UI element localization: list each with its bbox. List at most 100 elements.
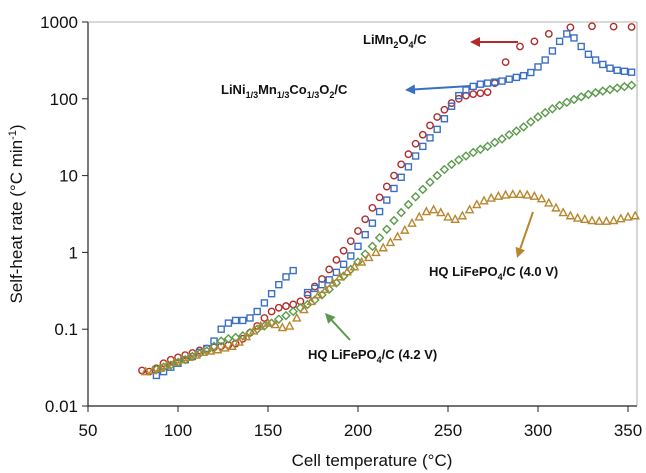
data-point	[288, 306, 298, 317]
data-point	[310, 282, 319, 291]
data-point	[216, 336, 226, 346]
data-point	[241, 331, 252, 341]
data-point	[397, 173, 405, 182]
annotation-text: Mn	[258, 82, 277, 97]
data-point	[411, 152, 420, 160]
data-point	[630, 210, 640, 220]
data-point	[245, 327, 255, 338]
data-point	[230, 332, 241, 343]
data-point	[382, 224, 392, 235]
data-point	[544, 29, 553, 38]
data-point	[609, 22, 618, 31]
series-circle	[138, 22, 636, 376]
data-point	[619, 81, 630, 92]
x-tick-label: 150	[254, 421, 282, 440]
data-point	[627, 68, 636, 76]
annotation-arrow-head	[515, 246, 526, 258]
data-point	[443, 211, 453, 221]
data-point	[231, 316, 240, 325]
annotation-text: HQ LiFePO	[429, 264, 498, 279]
data-point	[303, 288, 312, 297]
data-point	[274, 314, 284, 324]
data-point	[148, 365, 158, 375]
data-point	[354, 227, 362, 235]
data-point	[385, 237, 396, 247]
data-point	[627, 23, 636, 31]
data-point	[364, 252, 374, 262]
data-point	[605, 84, 615, 95]
data-point	[414, 211, 424, 221]
data-point	[191, 349, 201, 359]
data-point	[608, 215, 619, 225]
data-point	[392, 231, 403, 241]
annotation-subscript: 1/3	[277, 90, 290, 100]
data-point	[404, 163, 413, 171]
data-point	[591, 56, 600, 64]
data-point	[497, 134, 507, 144]
data-point	[432, 170, 442, 181]
data-point	[450, 213, 460, 223]
y-axis-title-end: )	[7, 124, 26, 130]
data-point	[461, 151, 471, 161]
data-point	[354, 242, 362, 251]
series-triangle	[140, 189, 640, 376]
data-point	[464, 204, 475, 214]
data-point	[390, 184, 398, 193]
data-point	[512, 73, 521, 82]
data-point	[483, 79, 492, 87]
data-point	[339, 246, 348, 255]
annotation-nmc: LiNi1/3Mn1/3Co1/3O2/C	[221, 82, 471, 100]
data-point	[184, 352, 194, 362]
data-point	[224, 319, 233, 327]
data-point	[425, 177, 435, 188]
data-point	[476, 80, 485, 88]
data-point	[498, 77, 506, 85]
annotation-arrow-head	[470, 37, 480, 47]
x-tick-label: 350	[614, 421, 642, 440]
x-tick-label: 200	[344, 421, 372, 440]
data-point	[411, 139, 420, 148]
data-point	[267, 289, 276, 298]
data-point	[516, 42, 524, 51]
data-point	[583, 89, 594, 100]
data-point	[313, 289, 324, 299]
x-tick-label: 300	[524, 421, 552, 440]
data-point	[433, 113, 442, 121]
data-point	[176, 354, 187, 364]
y-axis-title: Self-heat rate (°C min-1)	[7, 124, 26, 303]
data-point	[490, 137, 500, 148]
y-axis-title-main: Self-heat rate (°C min	[7, 140, 26, 304]
data-point	[613, 66, 621, 75]
data-point	[205, 345, 216, 355]
x-axis-title: Cell temperature (°C)	[292, 451, 453, 470]
data-point	[234, 336, 244, 346]
data-point	[212, 344, 223, 354]
data-point	[375, 193, 384, 202]
data-point	[360, 249, 370, 259]
data-point	[501, 58, 510, 67]
data-point	[491, 78, 499, 86]
data-point	[346, 237, 355, 246]
x-tick-label: 100	[164, 421, 192, 440]
data-point	[454, 155, 464, 165]
annotation-text: /C	[334, 82, 348, 97]
data-point	[536, 193, 547, 203]
annotation-subscript: 1/3	[307, 90, 320, 100]
annotation-label: HQ LiFePO4/C (4.0 V)	[429, 264, 558, 282]
data-point	[339, 260, 348, 268]
data-point	[267, 307, 276, 316]
annotation-text: /C (4.2 V)	[382, 347, 438, 362]
data-point	[566, 23, 575, 32]
data-point	[588, 22, 596, 31]
data-point	[554, 100, 565, 111]
annotation-text: LiMn	[363, 32, 393, 47]
data-point	[606, 64, 614, 72]
data-point	[439, 164, 450, 175]
data-point	[220, 342, 230, 352]
data-point	[248, 325, 259, 335]
data-point	[368, 219, 377, 227]
annotation-subscript: 2	[393, 40, 398, 50]
annotation-label: HQ LiFePO4/C (4.2 V)	[308, 347, 437, 365]
data-point	[590, 87, 601, 98]
